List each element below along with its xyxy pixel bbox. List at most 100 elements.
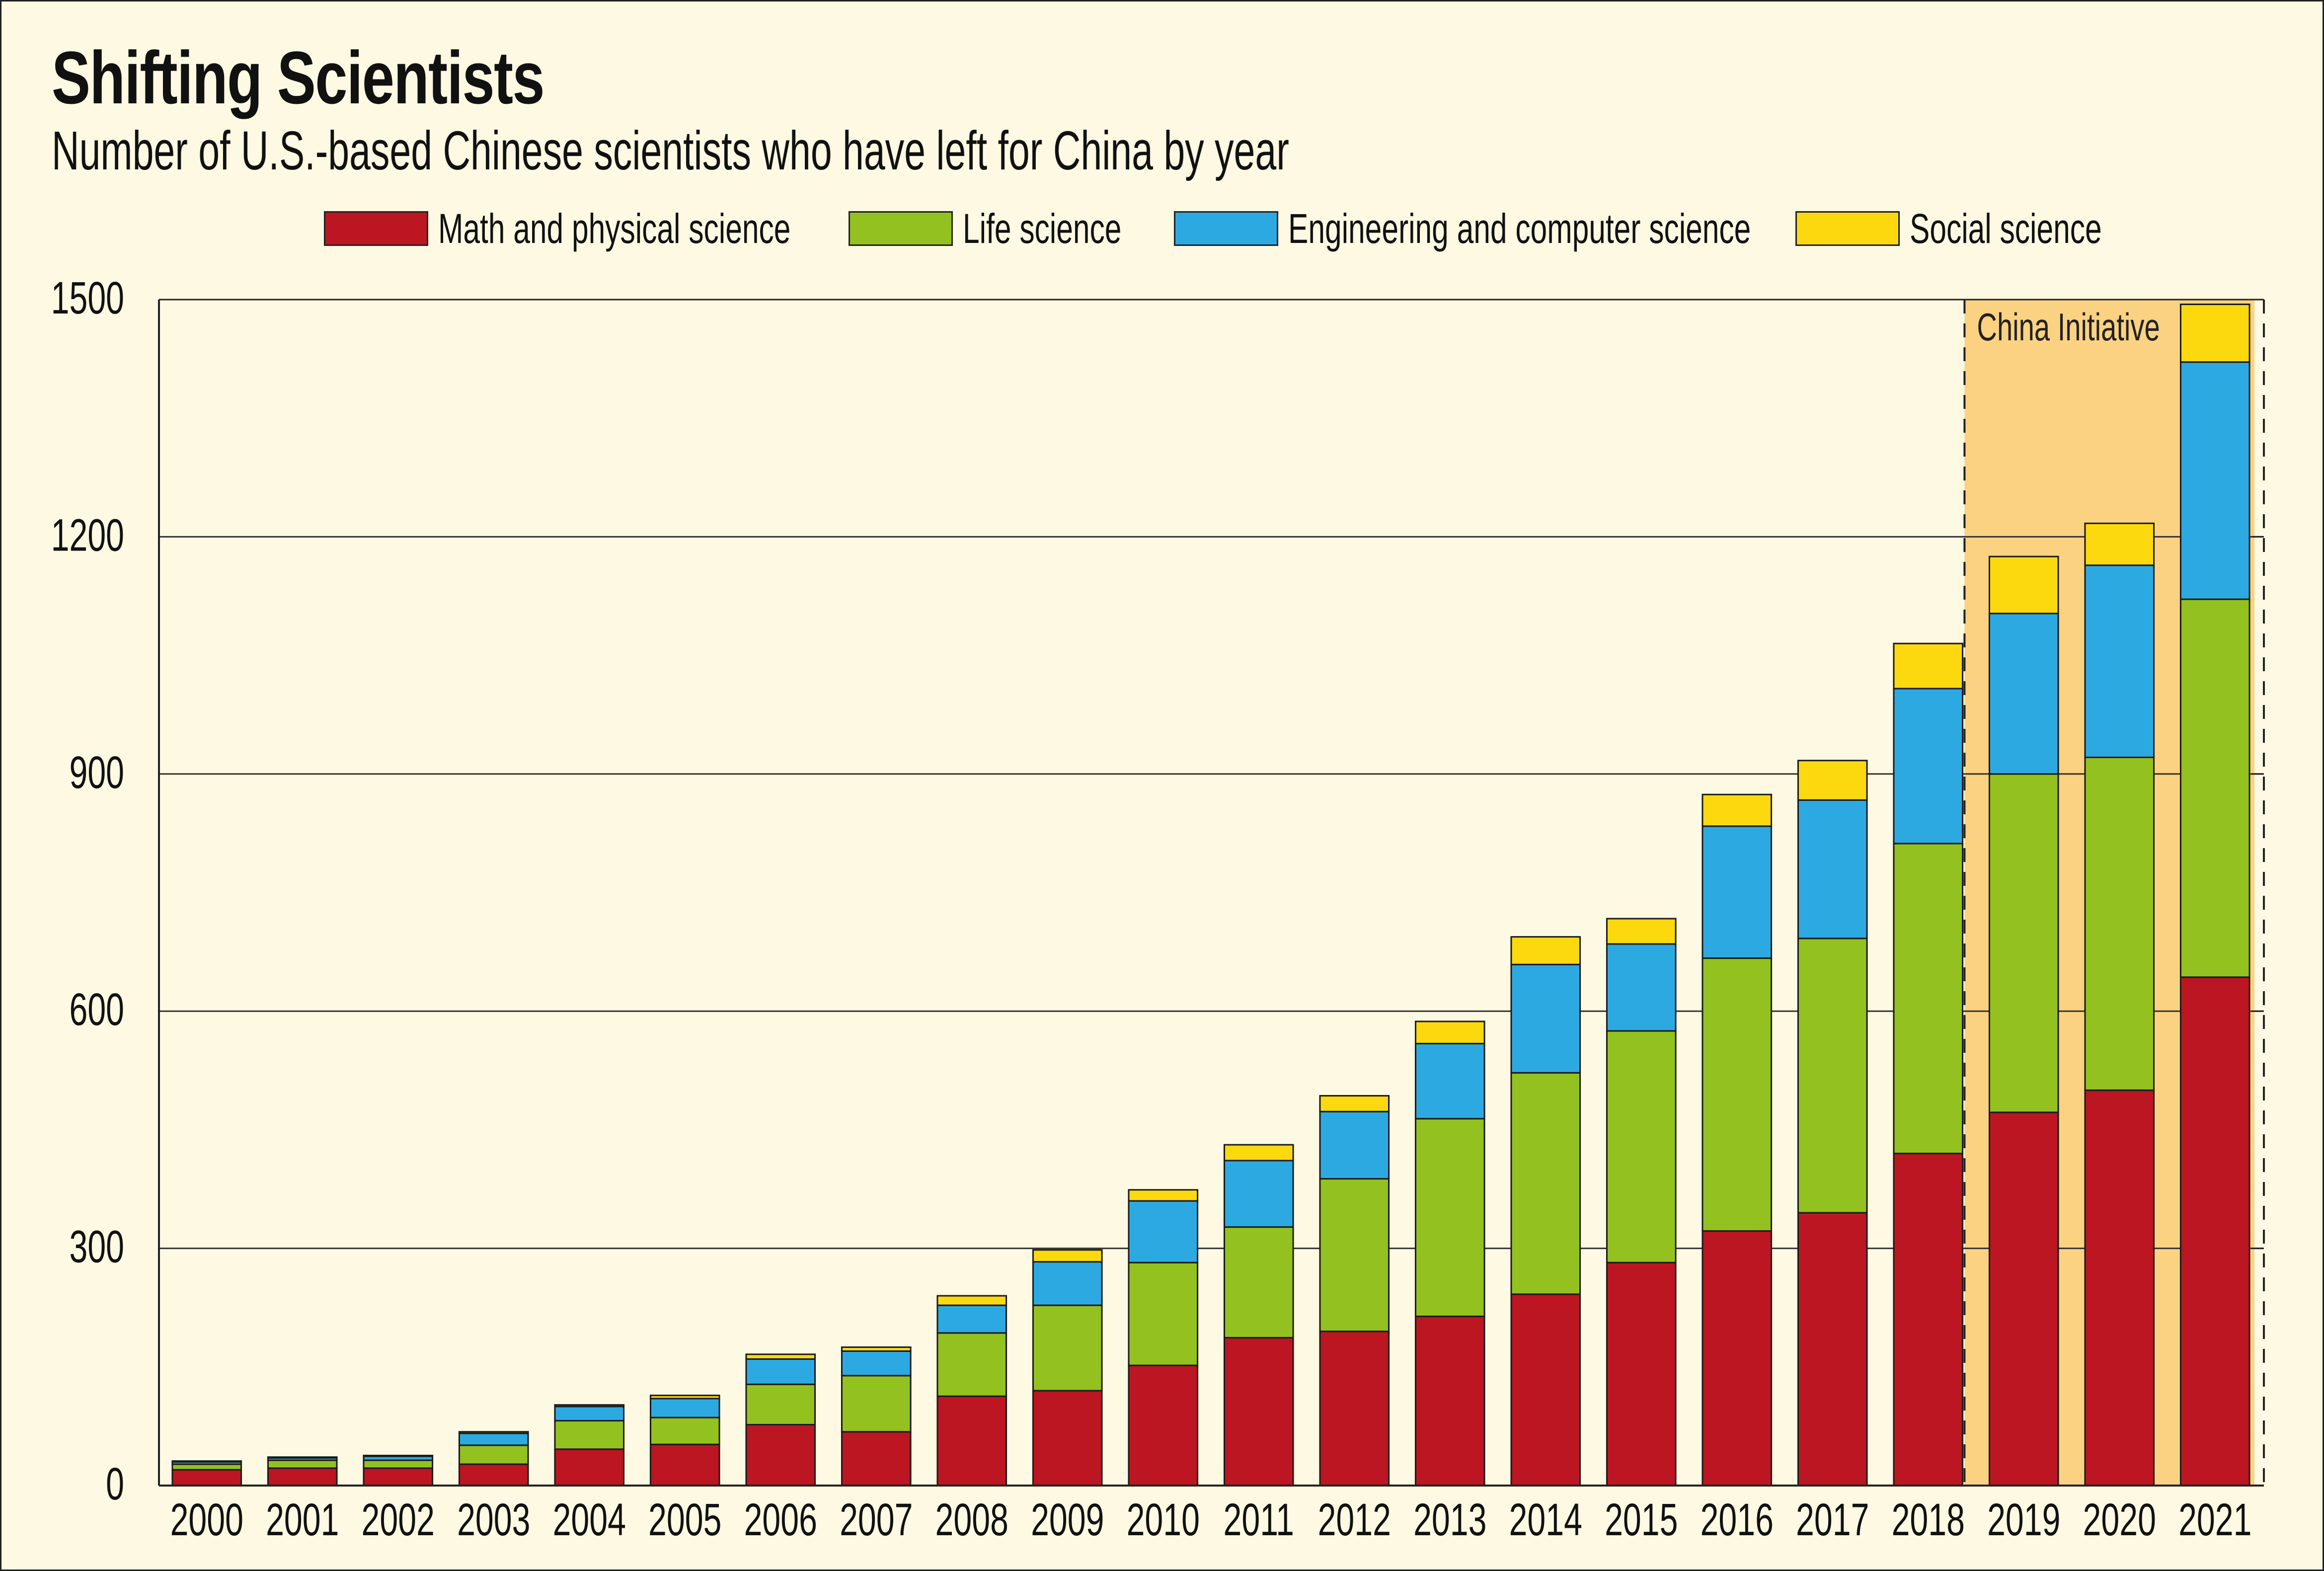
bar-segment — [1032, 1261, 1103, 1306]
bar-segment — [1988, 613, 2059, 775]
x-tick-label: 2009 — [1031, 1493, 1104, 1545]
x-tick-label: 2019 — [1987, 1493, 2060, 1545]
bar-segment — [1893, 843, 1964, 1155]
legend-swatch-social — [1795, 211, 1900, 246]
bar-segment — [554, 1406, 625, 1422]
annotation-label: China Initiative — [1977, 306, 2160, 349]
bar-segment — [1606, 918, 1677, 945]
bar-segment — [745, 1358, 816, 1385]
bar-segment — [1414, 1021, 1485, 1044]
bar-segment — [1797, 760, 1868, 801]
bar-segment — [1223, 1336, 1294, 1487]
bar-segment — [363, 1467, 434, 1487]
bar-segment — [1797, 938, 1868, 1214]
bar-segment — [458, 1444, 529, 1465]
bar-segment — [1319, 1178, 1390, 1333]
x-tick-label: 2000 — [170, 1493, 243, 1545]
bar-segment — [649, 1443, 720, 1487]
bar-segment — [1510, 936, 1581, 965]
bar-segment — [1893, 688, 1964, 845]
bar-segment — [1128, 1261, 1199, 1366]
bar-segment — [1702, 957, 1773, 1232]
bar-segment — [841, 1375, 912, 1433]
bar-segment — [554, 1404, 625, 1408]
bar-segment — [363, 1455, 434, 1457]
y-tick-label: 1500 — [51, 272, 124, 323]
bar-segment — [649, 1416, 720, 1445]
bar-segment — [458, 1431, 529, 1434]
x-tick-label: 2002 — [362, 1493, 435, 1545]
bar-segment — [554, 1448, 625, 1487]
legend-item-engineering: Engineering and computer science — [1174, 205, 1931, 252]
x-tick-label: 2016 — [1701, 1493, 1774, 1545]
x-tick-label: 2012 — [1318, 1493, 1391, 1545]
bar-segment — [2179, 976, 2250, 1487]
x-tick-label: 2010 — [1127, 1493, 1200, 1545]
bar-segment — [1606, 1261, 1677, 1487]
bar-segment — [267, 1456, 338, 1459]
bar-segment — [1606, 943, 1677, 1032]
y-tick-label: 300 — [69, 1221, 124, 1272]
y-tick-label: 1200 — [51, 509, 124, 560]
x-tick-label: 2017 — [1796, 1493, 1869, 1545]
bar-segment — [171, 1460, 242, 1463]
bar-segment — [1128, 1189, 1199, 1202]
x-tick-label: 2011 — [1224, 1493, 1294, 1545]
bar-segment — [1223, 1160, 1294, 1228]
bar-segment — [1988, 773, 2059, 1113]
bar-segment — [936, 1304, 1007, 1334]
bar-segment — [1510, 963, 1581, 1074]
bar-segment — [936, 1395, 1007, 1487]
bar-segment — [2084, 756, 2155, 1091]
legend-item-social: Social science — [1795, 205, 2176, 252]
bar-segment — [2179, 304, 2250, 363]
bar-segment — [458, 1432, 529, 1446]
legend-label-engineering: Engineering and computer science — [1288, 205, 1751, 252]
x-tick-label: 2020 — [2083, 1493, 2156, 1545]
bar-segment — [649, 1398, 720, 1418]
bar-segment — [841, 1431, 912, 1487]
bar-segment — [1893, 1153, 1964, 1487]
x-tick-label: 2008 — [935, 1493, 1008, 1545]
bar-segment — [1988, 1111, 2059, 1487]
x-tick-label: 2014 — [1509, 1493, 1582, 1545]
bar-segment — [1223, 1144, 1294, 1162]
bar-segment — [171, 1469, 242, 1487]
legend-swatch-life — [849, 211, 953, 246]
chart-subtitle: Number of U.S.-based Chinese scientists … — [52, 120, 1289, 181]
bar-segment — [1032, 1249, 1103, 1263]
bar-segment — [1702, 1230, 1773, 1487]
bar-segment — [554, 1420, 625, 1450]
x-tick-label: 2018 — [1892, 1493, 1965, 1545]
bar-segment — [841, 1350, 912, 1377]
bar-segment — [1414, 1315, 1485, 1487]
x-tick-label: 2015 — [1605, 1493, 1678, 1545]
x-tick-label: 2007 — [840, 1493, 913, 1545]
bar-segment — [1414, 1042, 1485, 1120]
bar-segment — [1319, 1110, 1390, 1180]
bar-segment — [267, 1467, 338, 1487]
legend-label-life: Life science — [963, 205, 1122, 252]
x-tick-label: 2013 — [1413, 1493, 1486, 1545]
bar-segment — [1032, 1304, 1103, 1392]
bar-segment — [1510, 1293, 1581, 1487]
bar-segment — [171, 1463, 242, 1471]
bar-segment — [1702, 825, 1773, 959]
x-tick-label: 2004 — [553, 1493, 626, 1545]
bar-segment — [1797, 1212, 1868, 1487]
bar-segment — [745, 1423, 816, 1487]
y-tick-label: 900 — [69, 746, 124, 797]
bar-segment — [267, 1459, 338, 1469]
bar-segment — [745, 1353, 816, 1360]
legend-swatch-engineering — [1174, 211, 1278, 246]
bar-segment — [649, 1395, 720, 1400]
bar-segment — [1319, 1331, 1390, 1487]
bar-segment — [1414, 1118, 1485, 1317]
bar-segment — [1128, 1364, 1199, 1487]
x-tick-label: 2003 — [457, 1493, 530, 1545]
bar-segment — [841, 1346, 912, 1352]
bar-segment — [1223, 1226, 1294, 1338]
y-tick-label: 600 — [69, 983, 124, 1034]
x-tick-label: 2021 — [2178, 1493, 2251, 1545]
legend-label-math: Math and physical science — [438, 205, 791, 252]
